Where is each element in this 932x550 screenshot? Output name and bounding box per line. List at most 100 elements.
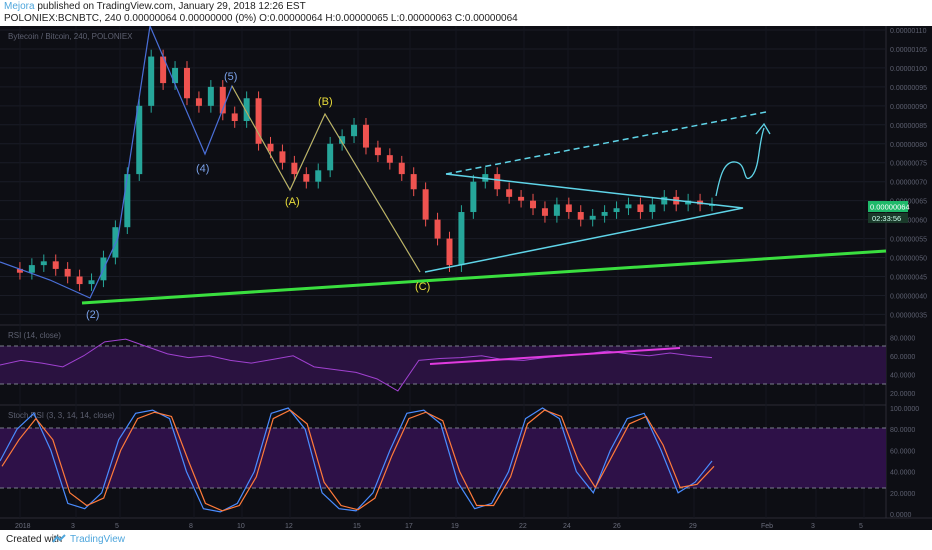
candle-body [136,105,143,175]
price-panel [0,26,886,324]
price-tick-label: 0.00000105 [890,47,927,54]
chart-header: Mejora published on TradingView.com, Jan… [0,0,932,26]
stoch-tick-label: 0.0000 [890,512,912,519]
time-tick-label: 3 [811,523,815,530]
candle-body [255,98,262,144]
wave-label-5: (5) [224,71,237,83]
price-tick-label: 0.00000060 [890,218,927,225]
price-tick-label: 0.00000035 [890,312,927,319]
price-chart-title: Bytecoin / Bitcoin, 240, POLONIEX [8,32,133,41]
price-tick-label: 0.00000100 [890,66,927,73]
candle-body [613,208,620,213]
candle-body [183,67,190,99]
candle-body [601,212,608,216]
last-price-marker [868,201,908,212]
arrow-head-icon [755,122,771,135]
stoch-d-line[interactable] [1,409,715,512]
upper-projection-line[interactable] [445,111,767,175]
candle-body [362,124,369,148]
rsi-trendline[interactable] [429,347,681,365]
price-tick-label: 0.00000080 [890,142,927,149]
stoch-band [0,428,886,488]
candle-body [315,170,322,182]
candle-body [458,212,465,266]
time-tick-label: 26 [613,523,621,530]
correction-path[interactable] [231,85,421,273]
candle-body [530,200,537,209]
candle-body [565,204,572,213]
price-axis-ticks: 0.00000110 0.00000105 0.00000100 0.00000095… [890,28,927,319]
time-tick-label: 2018 [15,523,31,530]
countdown-marker [868,213,908,223]
author-link[interactable]: Mejora [4,1,35,12]
rsi-axis-ticks: 80.0000 60.0000 40.0000 20.0000 [890,335,915,398]
wave-label-2: (2) [86,309,99,321]
tradingview-link[interactable]: TradingView [70,534,126,545]
candle-body [172,67,179,84]
candle-body [64,268,71,277]
candle-body [219,86,226,114]
footer: Created with TradingView [0,530,932,550]
candle-body [374,147,381,156]
candle-body [422,189,429,220]
candle-body [243,98,250,122]
price-tick-label: 0.00000040 [890,293,927,300]
candle-body [398,162,405,175]
rsi-band [0,346,886,384]
candle-body [434,219,441,239]
candle-body [553,204,560,216]
price-tick-label: 0.00000095 [890,85,927,92]
time-axis-ticks: 2018 3 5 8 10 12 15 17 19 22 24 26 29 Feb 3 5 [15,523,863,530]
candle-body [160,56,167,84]
stoch-rsi-title: Stoch RSI (3, 3, 14, 14, close) [8,411,115,420]
countdown-label: 02:33:56 [872,214,901,223]
candle-body [16,268,23,273]
candle-body [76,276,83,285]
publish-text: published on TradingView.com, January 29… [37,1,306,12]
candle-body [291,162,298,175]
chart-area[interactable]: 0.00000110 0.00000105 0.00000100 0.00000095… [0,26,932,530]
time-tick-label: 22 [519,523,527,530]
tradingview-logo-icon [52,534,66,543]
candle-body [541,208,548,216]
candle-body [625,204,632,209]
candle-body [661,196,668,205]
stoch-tick-label: 80.0000 [890,427,915,434]
support-trendline[interactable] [81,249,887,305]
stoch-axis-ticks: 100.0000 80.0000 60.0000 40.0000 20.0000 0.00… [890,406,919,519]
publish-info: Mejora published on TradingView.com, Jan… [4,1,306,12]
candle-body [577,212,584,220]
stoch-k-line[interactable] [0,407,713,513]
candle-body [195,98,202,106]
candle-body [589,215,596,220]
stoch-tick-label: 40.0000 [890,470,915,477]
price-tick-label: 0.00000045 [890,274,927,281]
price-tick-label: 0.00000070 [890,180,927,187]
time-tick-label: 12 [285,523,293,530]
time-tick-label: 5 [859,523,863,530]
time-tick-label: 29 [689,523,697,530]
time-tick-label: 24 [563,523,571,530]
candle-body [351,124,358,137]
projection-arrow[interactable] [715,127,765,197]
time-tick-label: 19 [451,523,459,530]
stoch-tick-label: 100.0000 [890,406,919,413]
rsi-tick-label: 60.0000 [890,354,915,361]
candle-body [231,113,238,122]
candle-body [470,181,477,213]
time-tick-label: Feb [761,523,773,530]
candle-body [88,280,95,285]
candle-body [52,261,59,269]
wave-label-C: (C) [415,281,430,293]
time-tick-label: 10 [237,523,245,530]
candle-body [148,56,155,106]
triangle-pattern[interactable] [424,173,744,273]
rsi-tick-label: 20.0000 [890,391,915,398]
candle-body [410,174,417,190]
price-tick-label: 0.00000065 [890,199,927,206]
candle-body [386,155,393,163]
candle-body [327,143,334,171]
rsi-title: RSI (14, close) [8,331,61,340]
candle-body [518,196,525,201]
chart-canvas[interactable]: 0.00000110 0.00000105 0.00000100 0.00000095… [0,26,932,530]
